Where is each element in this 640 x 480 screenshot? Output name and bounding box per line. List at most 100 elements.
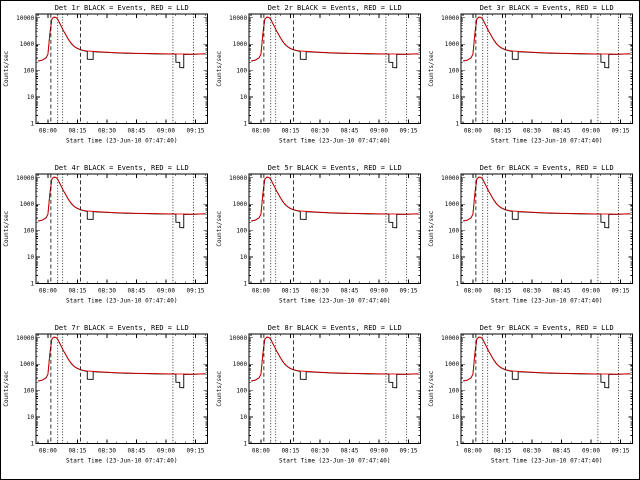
- y-tick-label: 100: [449, 228, 460, 235]
- y-tick-label: 1000: [445, 361, 460, 368]
- series-lld-line: [463, 336, 631, 382]
- x-tick-label: 09:00: [582, 287, 600, 294]
- x-tick-label: 08:30: [98, 447, 116, 454]
- x-axis-label: Start Time (23-Jun-10 07:47:40): [279, 137, 390, 144]
- chart-canvas: Det 1r BLACK = Events, RED = LLD 1 10 100 10…: [3, 4, 208, 144]
- x-tick-label: 09:00: [370, 127, 388, 134]
- x-tick-label: 08:15: [68, 447, 86, 454]
- y-tick-label: 10000: [441, 175, 459, 182]
- x-tick-label: 08:00: [39, 287, 57, 294]
- y-tick-label: 10000: [16, 335, 34, 342]
- series-lld-line: [463, 16, 631, 62]
- plot-frame: [460, 13, 634, 124]
- y-tick-label: 10000: [229, 335, 247, 342]
- y-tick-label: 100: [236, 68, 247, 75]
- x-tick-label: 09:15: [399, 287, 417, 294]
- plot-frame: [460, 333, 634, 444]
- x-tick-label: 08:45: [340, 447, 358, 454]
- y-tick-label: 10: [27, 414, 35, 421]
- series-events-line: [250, 176, 418, 229]
- x-tick-label: 08:45: [128, 127, 146, 134]
- x-tick-label: 08:30: [523, 287, 541, 294]
- chart-panel: Det 6r BLACK = Events, RED = LLD 1 10 100 10…: [426, 161, 639, 320]
- x-tick-label: 08:45: [128, 287, 146, 294]
- y-tick-label: 100: [23, 388, 34, 395]
- y-tick-label: 10: [27, 94, 35, 101]
- y-tick-label: 100: [449, 68, 460, 75]
- y-axis-label: Counts/sec: [216, 210, 223, 246]
- y-tick-label: 100: [23, 228, 34, 235]
- chart-panel: Det 9r BLACK = Events, RED = LLD 1 10 100 10…: [426, 321, 639, 479]
- x-tick-label: 08:15: [281, 287, 299, 294]
- y-tick-label: 1: [243, 280, 247, 287]
- chart-title: Det 2r BLACK = Events, RED = LLD: [267, 4, 401, 12]
- y-tick-label: 1000: [232, 361, 247, 368]
- y-tick-label: 10: [27, 254, 35, 261]
- x-tick-label: 08:15: [494, 287, 512, 294]
- chart-canvas: Det 6r BLACK = Events, RED = LLD 1 10 100 10…: [428, 164, 634, 304]
- y-tick-label: 1000: [445, 41, 460, 48]
- series-events-line: [38, 176, 206, 229]
- chart-canvas: Det 8r BLACK = Events, RED = LLD 1 10 100 10…: [216, 324, 421, 464]
- x-axis-label: Start Time (23-Jun-10 07:47:40): [491, 457, 602, 464]
- y-tick-label: 1: [456, 120, 460, 127]
- x-tick-label: 08:15: [68, 127, 86, 134]
- x-axis-label: Start Time (23-Jun-10 07:47:40): [491, 297, 602, 304]
- plot-frame: [460, 173, 634, 284]
- x-tick-label: 09:00: [157, 287, 175, 294]
- x-tick-label: 08:30: [523, 447, 541, 454]
- plot-frame: [35, 13, 208, 124]
- chart-panel: Det 2r BLACK = Events, RED = LLD 1 10 100 10…: [214, 1, 427, 160]
- chart-title: Det 8r BLACK = Events, RED = LLD: [267, 324, 401, 332]
- x-tick-label: 09:15: [612, 287, 630, 294]
- y-tick-label: 1000: [20, 361, 35, 368]
- y-tick-label: 1000: [232, 201, 247, 208]
- x-axis-label: Start Time (23-Jun-10 07:47:40): [279, 297, 390, 304]
- y-tick-label: 10000: [229, 15, 247, 22]
- y-tick-label: 10: [240, 94, 248, 101]
- chart-canvas: Det 9r BLACK = Events, RED = LLD 1 10 100 10…: [428, 324, 634, 464]
- chart-title: Det 4r BLACK = Events, RED = LLD: [55, 164, 189, 172]
- chart-title: Det 3r BLACK = Events, RED = LLD: [480, 4, 614, 12]
- y-tick-label: 10000: [441, 335, 459, 342]
- x-tick-label: 09:15: [187, 447, 205, 454]
- chart-canvas: Det 2r BLACK = Events, RED = LLD 1 10 100 10…: [216, 4, 421, 144]
- y-axis-label: Counts/sec: [216, 370, 223, 406]
- x-tick-label: 08:00: [464, 287, 482, 294]
- y-tick-label: 100: [236, 388, 247, 395]
- x-tick-label: 09:15: [399, 127, 417, 134]
- chart-panel: Det 1r BLACK = Events, RED = LLD 1 10 100 10…: [1, 1, 214, 160]
- y-tick-label: 100: [449, 388, 460, 395]
- y-tick-label: 1000: [232, 41, 247, 48]
- y-tick-label: 1000: [445, 201, 460, 208]
- y-axis-label: Counts/sec: [3, 50, 10, 86]
- x-tick-label: 08:00: [252, 287, 270, 294]
- x-tick-label: 09:00: [582, 127, 600, 134]
- chart-panel: Det 3r BLACK = Events, RED = LLD 1 10 100 10…: [426, 1, 639, 160]
- series-events-line: [38, 16, 206, 69]
- y-axis-label: Counts/sec: [3, 210, 10, 246]
- x-tick-label: 09:15: [612, 447, 630, 454]
- x-tick-label: 08:30: [311, 447, 329, 454]
- series-lld-line: [38, 336, 206, 382]
- chart-title: Det 1r BLACK = Events, RED = LLD: [55, 4, 189, 12]
- series-events-line: [463, 16, 631, 69]
- x-tick-label: 08:30: [311, 127, 329, 134]
- x-tick-label: 08:15: [68, 287, 86, 294]
- x-tick-label: 09:15: [612, 127, 630, 134]
- x-tick-label: 08:45: [553, 127, 571, 134]
- series-lld-line: [250, 336, 418, 382]
- y-tick-label: 100: [23, 68, 34, 75]
- plot-frame: [248, 13, 421, 124]
- series-lld-line: [38, 176, 206, 222]
- y-tick-label: 10000: [229, 175, 247, 182]
- x-tick-label: 08:00: [39, 127, 57, 134]
- x-tick-label: 09:15: [187, 287, 205, 294]
- x-tick-label: 08:00: [464, 127, 482, 134]
- x-tick-label: 09:15: [399, 447, 417, 454]
- x-axis-label: Start Time (23-Jun-10 07:47:40): [279, 457, 390, 464]
- x-tick-label: 08:15: [281, 127, 299, 134]
- series-lld-line: [250, 176, 418, 222]
- x-axis-label: Start Time (23-Jun-10 07:47:40): [66, 457, 177, 464]
- x-tick-label: 09:00: [157, 127, 175, 134]
